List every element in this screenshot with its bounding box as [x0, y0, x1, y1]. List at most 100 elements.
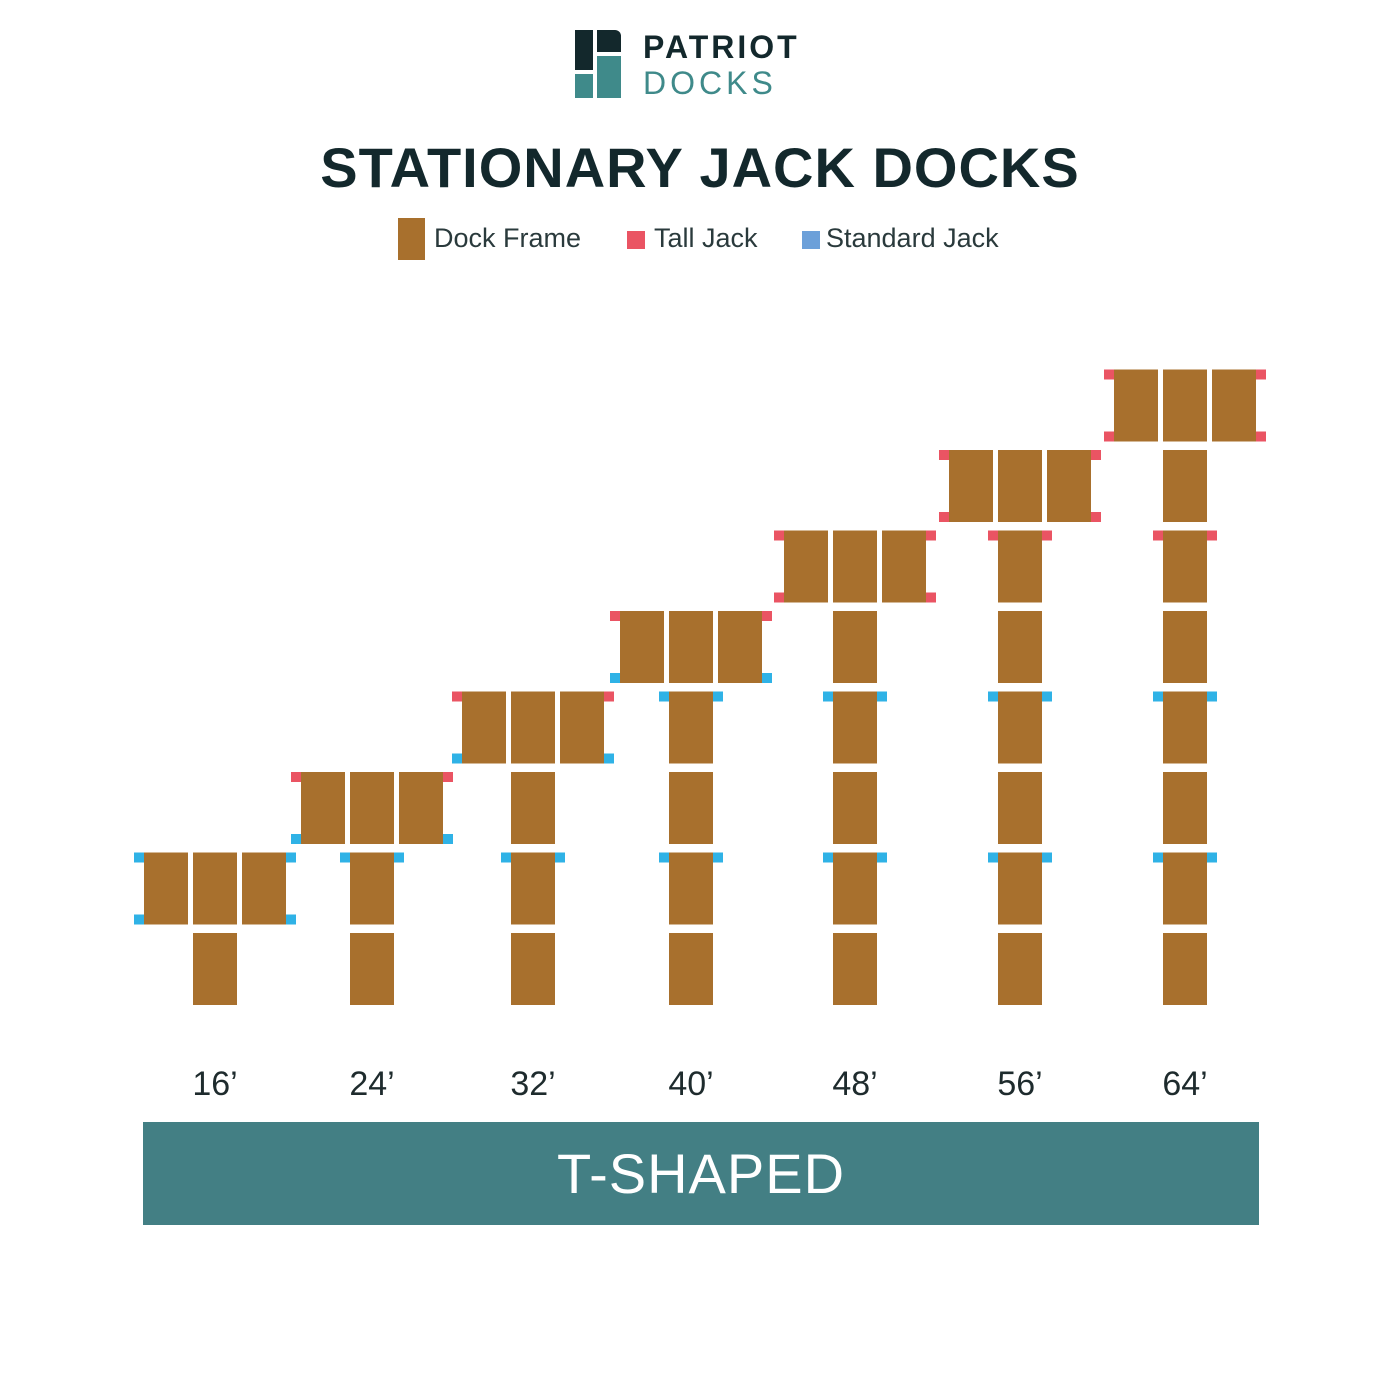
jack-post: [555, 852, 565, 863]
dock-frame-section: [1163, 450, 1207, 522]
dock-frame-section: [350, 852, 394, 925]
jack-post: [659, 691, 669, 702]
dock-frame-section: [511, 772, 555, 844]
dock-frame-section: [833, 933, 877, 1005]
dock-frame-section: [998, 611, 1042, 683]
length-label: 48’: [832, 1065, 877, 1103]
dock-frame-section: [949, 450, 993, 522]
dock-frame-section: [669, 933, 713, 1005]
dock-frame-section: [669, 691, 713, 764]
legend-label-standard-jack: Standard Jack: [826, 223, 999, 253]
dock-frame-section: [833, 611, 877, 683]
jack-post: [774, 592, 784, 603]
dock-frame-section: [350, 933, 394, 1005]
jack-post: [762, 673, 772, 683]
jack-post: [443, 772, 453, 782]
dock-frame-section: [998, 772, 1042, 844]
dock-frame-section: [998, 691, 1042, 764]
jack-post: [286, 852, 296, 863]
jack-post: [452, 691, 462, 702]
jack-post: [1207, 530, 1217, 541]
jack-post: [134, 914, 144, 925]
length-label: 64’: [1162, 1065, 1207, 1103]
dock-frame-section: [193, 852, 237, 925]
length-label: 40’: [668, 1065, 713, 1103]
jack-post: [926, 530, 936, 541]
dock-frame-section: [998, 530, 1042, 603]
legend-label-dock-frame: Dock Frame: [434, 223, 582, 253]
jack-post: [939, 450, 949, 460]
length-label: 56’: [997, 1065, 1042, 1103]
length-label: 16’: [192, 1065, 237, 1103]
dock-frame-section: [350, 772, 394, 844]
dock-frame-section: [560, 691, 604, 764]
jack-post: [1104, 431, 1114, 442]
dock-frame-section: [718, 611, 762, 683]
dock-frame-section: [1163, 691, 1207, 764]
jack-post: [1256, 369, 1266, 380]
brand-name-line2: DOCKS: [643, 65, 777, 101]
jack-post: [1153, 852, 1163, 863]
dock-frame-swatch: [398, 218, 425, 260]
jack-post: [452, 753, 462, 764]
standard-jack-swatch: [802, 231, 820, 249]
length-label: 24’: [349, 1065, 394, 1103]
jack-post: [291, 772, 301, 782]
jack-post: [713, 852, 723, 863]
jack-post: [501, 852, 511, 863]
dock-frame-section: [669, 852, 713, 925]
jack-post: [1153, 530, 1163, 541]
tall-jack-swatch: [627, 231, 645, 249]
dock-frame-section: [669, 611, 713, 683]
jack-post: [926, 592, 936, 603]
jack-post: [988, 691, 998, 702]
dock-frame-section: [620, 611, 664, 683]
jack-post: [823, 691, 833, 702]
jack-post: [291, 834, 301, 844]
jack-post: [877, 852, 887, 863]
jack-post: [762, 611, 772, 621]
legend-label-tall-jack: Tall Jack: [654, 223, 758, 253]
dock-frame-section: [784, 530, 828, 603]
jack-post: [988, 852, 998, 863]
jack-post: [1104, 369, 1114, 380]
jack-post: [1091, 450, 1101, 460]
jack-post: [610, 611, 620, 621]
dock-frame-section: [1163, 369, 1207, 442]
dock-frame-section: [511, 933, 555, 1005]
jack-post: [659, 852, 669, 863]
jack-post: [939, 512, 949, 522]
dock-frame-section: [144, 852, 188, 925]
dock-frame-section: [1163, 530, 1207, 603]
shape-banner-label: T-SHAPED: [556, 1142, 846, 1205]
dock-frame-section: [882, 530, 926, 603]
dock-frame-section: [1163, 611, 1207, 683]
jack-post: [877, 691, 887, 702]
dock-frame-section: [1163, 852, 1207, 925]
dock-frame-section: [833, 691, 877, 764]
jack-post: [443, 834, 453, 844]
jack-post: [1042, 852, 1052, 863]
jack-post: [610, 673, 620, 683]
jack-post: [774, 530, 784, 541]
jack-post: [1207, 691, 1217, 702]
jack-post: [1153, 691, 1163, 702]
dock-frame-section: [1212, 369, 1256, 442]
jack-post: [340, 852, 350, 863]
dock-frame-section: [511, 691, 555, 764]
dock-frame-section: [1114, 369, 1158, 442]
patriot-docks-logo-mark-icon: [575, 30, 621, 98]
dock-frame-section: [833, 852, 877, 925]
dock-frame-section: [242, 852, 286, 925]
jack-post: [604, 753, 614, 764]
dock-frame-section: [833, 772, 877, 844]
jack-post: [604, 691, 614, 702]
dock-frame-section: [511, 852, 555, 925]
dock-frame-section: [1163, 772, 1207, 844]
jack-post: [134, 852, 144, 863]
shape-banner: T-SHAPED: [143, 1122, 1259, 1225]
jack-post: [286, 914, 296, 925]
jack-post: [713, 691, 723, 702]
dock-frame-section: [833, 530, 877, 603]
length-label: 32’: [510, 1065, 555, 1103]
